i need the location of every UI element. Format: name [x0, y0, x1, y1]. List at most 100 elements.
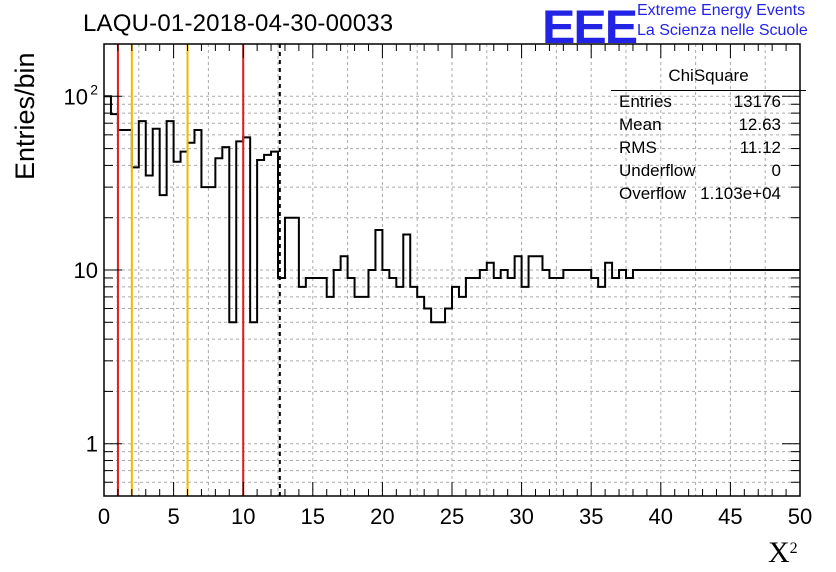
histogram-bin	[772, 270, 779, 496]
histogram-bin	[334, 270, 341, 496]
histogram-bin	[716, 270, 723, 496]
histogram-bin	[626, 278, 633, 496]
histogram-bin	[640, 270, 647, 496]
x-tick-label: 5	[167, 504, 179, 529]
histogram-bin	[174, 162, 181, 496]
histogram-bin	[362, 297, 369, 496]
histogram-bin	[786, 270, 793, 496]
y-tick-label: 1	[86, 432, 98, 457]
y-tick-label-exponent: 2	[90, 81, 98, 97]
stats-row: Overflow 1.103e+04	[619, 184, 799, 206]
histogram-bins	[104, 95, 800, 324]
histogram-bin	[306, 278, 313, 496]
stats-title: ChiSquare	[668, 66, 749, 85]
histogram-bin	[584, 270, 591, 496]
histogram-bin	[765, 270, 772, 496]
histogram-bin	[431, 322, 438, 496]
histogram-bin	[793, 270, 800, 496]
stats-value: 12.63	[738, 115, 781, 134]
histogram-bin	[654, 270, 661, 496]
histogram-bin	[501, 270, 508, 496]
histogram-bin	[153, 129, 160, 496]
histogram-bin	[529, 256, 536, 496]
x-tick-label: 10	[231, 504, 255, 529]
histogram-bin	[396, 287, 403, 496]
histogram-bin	[313, 278, 320, 496]
histogram-bin	[612, 278, 619, 496]
stats-value: 11.12	[739, 138, 781, 157]
histogram-bin	[549, 278, 556, 496]
histogram-bin	[710, 270, 717, 496]
histogram-bin	[389, 278, 396, 496]
histogram-bin	[696, 270, 703, 496]
histogram-bin	[348, 278, 355, 496]
histogram-bin	[473, 278, 480, 496]
histogram-bin	[327, 297, 334, 496]
histogram-bin	[410, 287, 417, 496]
histogram-bin	[633, 270, 640, 496]
x-tick-label: 50	[788, 504, 812, 529]
stats-key: Mean	[619, 115, 662, 134]
histogram-bin	[167, 121, 174, 496]
histogram-bin	[598, 287, 605, 496]
histogram-bin	[445, 309, 452, 496]
stats-box: ChiSquare Entries 13176 Mean 12.63 RMS 1…	[611, 66, 806, 212]
histogram-bin	[689, 270, 696, 496]
histogram-bin	[438, 322, 445, 496]
histogram-bin	[341, 256, 348, 496]
histogram-bin	[494, 278, 501, 496]
histogram-bin	[730, 270, 737, 496]
x-axis-label: X2	[768, 536, 798, 569]
stats-divider	[611, 90, 806, 91]
x-tick-label: 15	[301, 504, 325, 529]
histogram-bin	[682, 270, 689, 496]
histogram-bin	[522, 287, 529, 496]
histogram-bin	[758, 270, 765, 496]
histogram-bin	[243, 137, 250, 496]
histogram-bin	[250, 322, 257, 496]
stats-row: Entries 13176	[619, 92, 799, 114]
histogram-bin	[264, 155, 271, 496]
histogram-bin	[292, 218, 299, 496]
histogram-bin	[355, 297, 362, 496]
histogram-bin	[459, 297, 466, 496]
histogram-bin	[703, 270, 710, 496]
x-tick-label: 25	[440, 504, 464, 529]
histogram-bin	[299, 287, 306, 496]
histogram-bin	[556, 278, 563, 496]
histogram-bin	[146, 175, 153, 496]
x-tick-label: 40	[649, 504, 673, 529]
stats-row: Underflow 0	[619, 161, 799, 183]
histogram-bin	[181, 152, 188, 496]
histogram-bin	[452, 287, 459, 496]
histogram-bin	[661, 270, 668, 496]
chart-title: LAQU-01-2018-04-30-00033	[83, 10, 394, 37]
histogram-bin	[424, 309, 431, 496]
stats-value: 13176	[733, 92, 781, 111]
histogram-bin	[619, 270, 626, 496]
histogram-bin	[139, 121, 146, 496]
histogram-bin	[417, 297, 424, 496]
histogram-bin	[118, 130, 125, 496]
histogram-bin	[375, 230, 382, 496]
histogram-bin	[222, 147, 229, 496]
histogram-bin	[563, 270, 570, 496]
histogram-bin	[668, 270, 675, 496]
stats-row: Mean 12.63	[619, 115, 799, 137]
histogram-bin	[236, 141, 243, 496]
histogram-bin	[160, 195, 167, 496]
histogram-bin	[257, 160, 264, 496]
histogram-bin	[466, 278, 473, 496]
histogram-bin	[542, 270, 549, 496]
histogram-bin	[271, 152, 278, 496]
histogram-bin	[229, 322, 236, 496]
histogram-bin	[111, 114, 118, 496]
histogram-bin	[201, 187, 208, 496]
histogram-bin	[368, 270, 375, 496]
histogram-bin	[125, 130, 132, 496]
eee-logo: EEE	[542, 0, 638, 54]
histogram-bin	[188, 143, 195, 496]
stats-value: 0	[771, 161, 781, 180]
logo-line-2: La Scienza nelle Scuole	[637, 22, 808, 39]
